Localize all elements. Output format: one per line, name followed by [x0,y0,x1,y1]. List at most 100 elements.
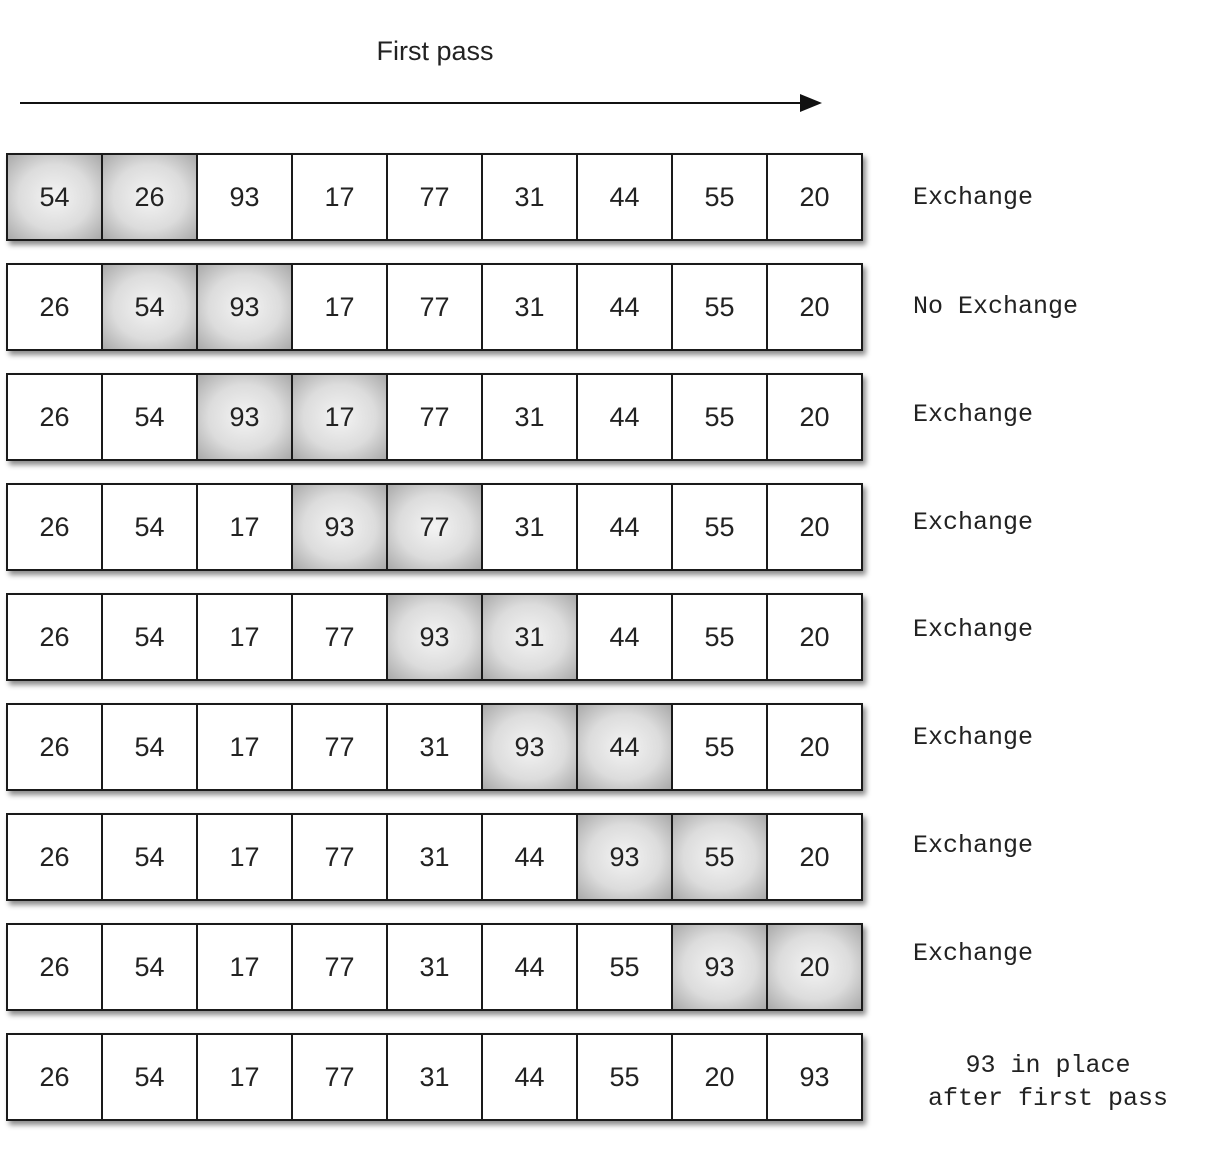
array-cell: 17 [196,923,293,1011]
step-note: Exchange [913,183,1034,212]
array-row: 26 54 93 17 77 31 44 55 20 [6,263,863,351]
array-cell: 77 [291,813,388,901]
array-row: 26 54 17 77 31 44 93 55 20 [6,813,863,901]
array-cell: 54 [101,373,198,461]
array-row: 26 54 17 77 31 93 44 55 20 [6,703,863,791]
step-note: Exchange [913,615,1034,644]
array-cell-compared: 93 [291,483,388,571]
array-cell-compared: 17 [291,373,388,461]
array-cell-compared: 93 [196,263,293,351]
step-note: Exchange [913,831,1034,860]
array-cell: 26 [6,373,103,461]
array-cell: 20 [766,483,863,571]
array-cell: 44 [481,813,578,901]
array-cell: 77 [386,263,483,351]
array-cell: 31 [481,483,578,571]
array-cell-compared: 26 [101,153,198,241]
array-cell: 31 [386,923,483,1011]
array-cell: 44 [576,483,673,571]
array-cell: 55 [671,263,768,351]
array-cell: 55 [671,703,768,791]
array-cell: 77 [291,1033,388,1121]
array-cell-compared: 55 [671,813,768,901]
array-cell: 26 [6,263,103,351]
array-cell-compared: 31 [481,593,578,681]
array-cell: 20 [766,373,863,461]
array-cell-compared: 93 [671,923,768,1011]
array-cell: 44 [576,263,673,351]
array-cell: 26 [6,1033,103,1121]
array-cell-compared: 20 [766,923,863,1011]
diagram-title: First pass [376,36,494,66]
array-cell-compared: 93 [196,373,293,461]
array-cell: 20 [766,263,863,351]
array-cell: 26 [6,593,103,681]
array-cell: 55 [576,923,673,1011]
direction-arrow-icon [20,94,822,112]
array-cell: 55 [576,1033,673,1121]
array-cell: 17 [196,1033,293,1121]
array-cell: 44 [576,373,673,461]
array-cell: 77 [386,373,483,461]
array-cell-compared: 93 [386,593,483,681]
array-cell: 31 [386,813,483,901]
array-cell: 54 [101,813,198,901]
array-cell: 55 [671,373,768,461]
array-cell: 31 [481,153,578,241]
array-cell: 17 [291,263,388,351]
step-note: Exchange [913,508,1034,537]
array-cell: 77 [291,703,388,791]
array-row: 26 54 93 17 77 31 44 55 20 [6,373,863,461]
array-cell: 20 [766,703,863,791]
array-cell-compared: 77 [386,483,483,571]
array-cell: 44 [481,923,578,1011]
array-cell: 93 [196,153,293,241]
array-row: 26 54 17 77 93 31 44 55 20 [6,593,863,681]
array-row: 26 54 17 77 31 44 55 20 93 [6,1033,863,1121]
step-note: Exchange [913,723,1034,752]
step-note: No Exchange [913,292,1079,321]
array-cell: 54 [101,923,198,1011]
array-cell-compared: 54 [6,153,103,241]
array-cell: 77 [291,593,388,681]
array-cell: 17 [196,593,293,681]
array-cell: 20 [766,153,863,241]
array-cell: 44 [576,593,673,681]
array-row: 26 54 17 93 77 31 44 55 20 [6,483,863,571]
array-cell: 31 [481,373,578,461]
array-cell: 77 [386,153,483,241]
array-cell-compared: 54 [101,263,198,351]
array-cell: 31 [386,703,483,791]
array-cell: 44 [576,153,673,241]
array-cell: 26 [6,813,103,901]
array-cell-compared: 44 [576,703,673,791]
array-cell: 55 [671,153,768,241]
array-row: 54 26 93 17 77 31 44 55 20 [6,153,863,241]
array-cell: 31 [481,263,578,351]
array-cell: 17 [196,483,293,571]
array-cell: 31 [386,1033,483,1121]
array-row: 26 54 17 77 31 44 55 93 20 [6,923,863,1011]
array-cell: 54 [101,483,198,571]
array-cell: 17 [196,703,293,791]
array-cell: 26 [6,923,103,1011]
array-cell: 20 [766,593,863,681]
step-note: 93 in place after first pass [927,1051,1169,1113]
step-note: Exchange [913,939,1034,968]
array-cell: 55 [671,483,768,571]
array-cell-compared: 93 [576,813,673,901]
array-cell: 54 [101,593,198,681]
array-cell: 17 [291,153,388,241]
array-cell: 54 [101,703,198,791]
array-cell: 93 [766,1033,863,1121]
array-cell: 44 [481,1033,578,1121]
array-cell: 55 [671,593,768,681]
array-cell: 20 [766,813,863,901]
array-cell: 26 [6,483,103,571]
array-cell: 77 [291,923,388,1011]
array-cell: 20 [671,1033,768,1121]
array-cell: 17 [196,813,293,901]
array-cell-compared: 93 [481,703,578,791]
step-note: Exchange [913,400,1034,429]
array-cell: 26 [6,703,103,791]
